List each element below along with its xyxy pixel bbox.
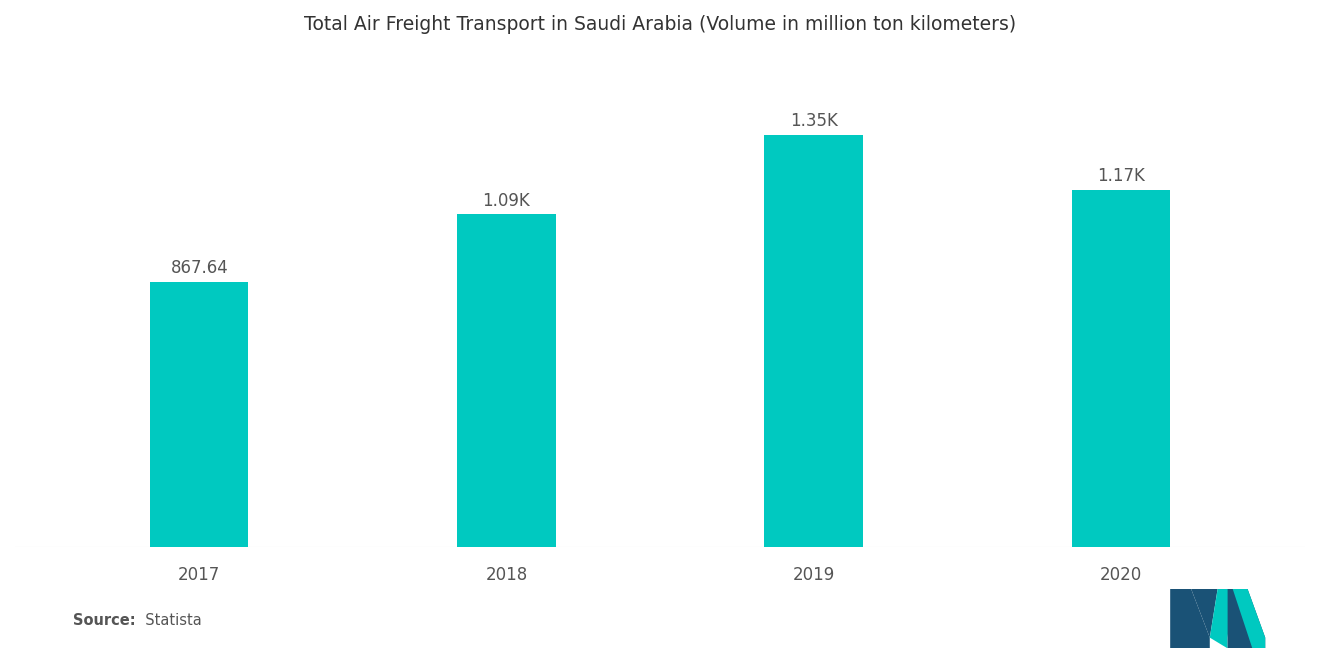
Text: 1.09K: 1.09K <box>483 192 531 209</box>
Text: 867.64: 867.64 <box>170 259 228 277</box>
Bar <box>150 282 248 547</box>
Text: 1.35K: 1.35K <box>789 112 837 130</box>
Polygon shape <box>1171 589 1209 648</box>
Title: Total Air Freight Transport in Saudi Arabia (Volume in million ton kilometers): Total Air Freight Transport in Saudi Ara… <box>304 15 1016 34</box>
Bar <box>457 214 556 547</box>
Bar <box>764 135 863 547</box>
Polygon shape <box>1228 589 1265 648</box>
Text: Source:: Source: <box>73 613 135 628</box>
Bar <box>1072 190 1170 547</box>
Polygon shape <box>1191 589 1217 638</box>
Polygon shape <box>1233 589 1265 648</box>
Polygon shape <box>1209 589 1233 648</box>
Text: 1.17K: 1.17K <box>1097 167 1144 186</box>
Text: Statista: Statista <box>136 613 202 628</box>
